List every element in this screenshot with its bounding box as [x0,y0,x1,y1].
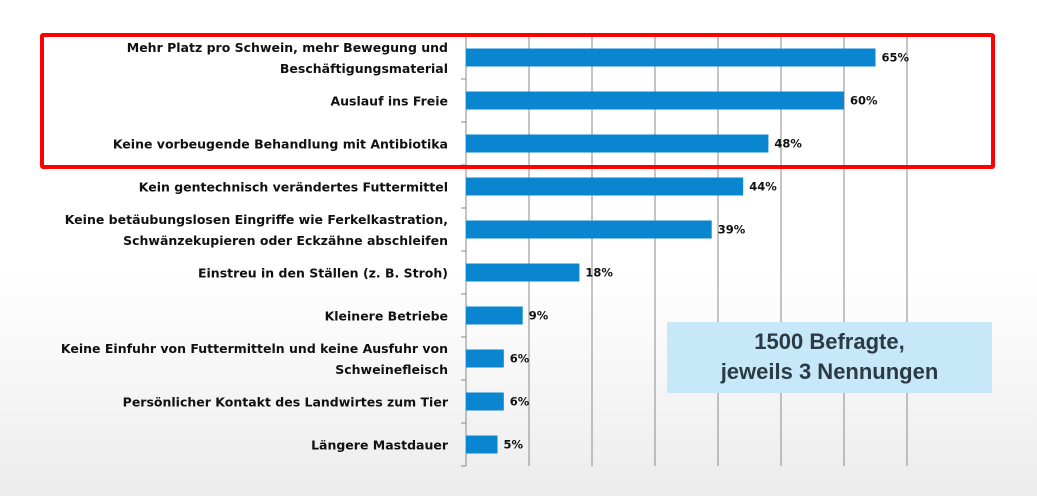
category-label-line: Persönlicher Kontakt des Landwirtes zum … [122,394,448,409]
category-label: Längere Mastdauer [8,434,448,455]
bar [466,177,744,196]
data-label: 39% [718,223,746,237]
category-label-line: Schweinefleisch [335,361,448,377]
data-label: 9% [529,309,549,323]
category-label-line: Längere Mastdauer [311,437,448,452]
category-label-line: Mehr Platz pro Schwein, mehr Bewegung un… [126,39,448,55]
data-label: 44% [749,180,777,194]
data-label: 6% [510,395,530,409]
annotation-line-2: jeweils 3 Nennungen [720,359,939,384]
category-label-line: Keine vorbeugende Behandlung mit Antibio… [112,136,448,151]
category-label-line: Auslauf ins Freie [330,93,448,108]
bar [466,392,504,411]
data-label: 6% [510,352,530,366]
category-label: Keine vorbeugende Behandlung mit Antibio… [8,133,448,154]
category-label: Auslauf ins Freie [8,90,448,111]
category-label: Keine betäubungslosen Eingriffe wie Ferk… [8,209,448,251]
category-label: Persönlicher Kontakt des Landwirtes zum … [8,391,448,412]
category-label: Mehr Platz pro Schwein, mehr Bewegung un… [8,37,448,79]
category-label: Einstreu in den Ställen (z. B. Stroh) [8,262,448,283]
bar [466,306,523,325]
data-label: 48% [774,137,802,151]
highlight-box [40,33,995,169]
annotation-box: 1500 Befragte, jeweils 3 Nennungen [667,322,992,393]
bar [466,435,498,454]
category-label: Keine Einfuhr von Futtermitteln und kein… [8,338,448,380]
annotation-line-1: 1500 Befragte, [754,329,905,354]
category-label-line: Keine betäubungslosen Eingriffe wie Ferk… [64,211,448,227]
category-label-line: Beschäftigungsmaterial [279,60,448,76]
category-label-line: Kleinere Betriebe [324,308,448,323]
bar [466,91,844,110]
data-label: 5% [504,438,524,452]
bar [466,134,769,153]
category-label-line: Schwänzekupieren oder Eckzähne abschleif… [123,232,448,248]
category-label: Kein gentechnisch verändertes Futtermitt… [8,176,448,197]
bar [466,48,876,67]
data-label: 65% [882,51,910,65]
bar [466,220,712,239]
bar [466,263,580,282]
category-label-line: Einstreu in den Ställen (z. B. Stroh) [197,265,448,280]
category-label-line: Keine Einfuhr von Futtermitteln und kein… [60,340,448,356]
category-label-line: Kein gentechnisch verändertes Futtermitt… [138,179,448,194]
category-label: Kleinere Betriebe [8,305,448,326]
data-label: 60% [850,94,878,108]
data-label: 18% [585,266,613,280]
bar [466,349,504,368]
